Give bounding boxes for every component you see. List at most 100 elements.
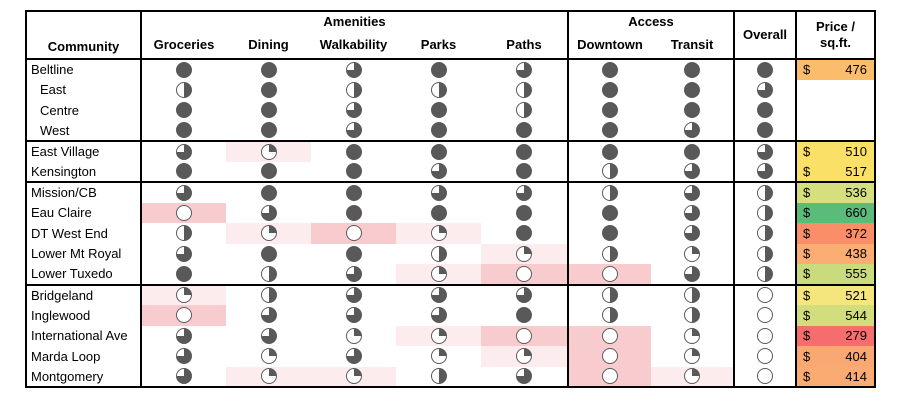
transit-score-cell <box>651 121 734 142</box>
harvey-ball-3-of-4-icon <box>176 348 192 365</box>
harvey-ball-1-of-4-icon <box>684 368 700 385</box>
groceries-score-cell <box>141 80 226 101</box>
harvey-ball-1-of-4-icon <box>430 348 447 365</box>
price-cell: $438 <box>795 243 875 264</box>
harvey-ball-4-of-4-icon <box>176 163 192 180</box>
harvey-ball-3-of-4-icon <box>516 368 532 385</box>
community-column-header: Community <box>26 11 142 60</box>
walkability-score-cell <box>311 203 396 224</box>
dining-score-cell <box>226 121 311 142</box>
harvey-ball-1-of-4-icon <box>684 245 700 262</box>
walkability-score-cell <box>311 80 396 101</box>
harvey-ball-2-of-4-icon <box>757 225 773 242</box>
dining-score-cell <box>226 181 311 203</box>
walkability-score-cell <box>311 264 396 285</box>
harvey-ball-0-of-4-icon <box>516 265 532 282</box>
dining-score-cell <box>226 244 311 265</box>
currency-symbol: $ <box>803 246 811 262</box>
harvey-ball-4-of-4-icon <box>684 102 700 119</box>
harvey-ball-2-of-4-icon <box>260 287 277 304</box>
community-name: Kensington <box>26 161 142 182</box>
harvey-ball-1-of-4-icon <box>260 143 277 160</box>
harvey-ball-4-of-4-icon <box>345 163 362 180</box>
walkability-score-cell <box>311 326 396 347</box>
harvey-ball-3-of-4-icon <box>176 143 192 160</box>
harvey-ball-1-of-4-icon <box>430 327 447 344</box>
overall-score-cell <box>733 283 796 305</box>
community-name: Marda Loop <box>26 346 142 367</box>
currency-symbol: $ <box>803 163 811 179</box>
harvey-ball-3-of-4-icon <box>345 122 362 139</box>
harvey-ball-2-of-4-icon <box>430 368 447 385</box>
dining-score-cell <box>226 80 311 101</box>
harvey-ball-4-of-4-icon <box>345 143 362 160</box>
downtown-score-cell <box>567 305 651 326</box>
harvey-ball-3-of-4-icon <box>684 163 700 180</box>
paths-score-cell <box>481 203 568 224</box>
price-cell <box>795 120 875 141</box>
currency-symbol: $ <box>803 328 811 344</box>
transit-score-cell <box>651 366 734 387</box>
downtown-score-cell <box>567 264 651 285</box>
harvey-ball-0-of-4-icon <box>757 287 773 304</box>
parks-score-cell <box>396 305 481 326</box>
community-name: East Village <box>26 140 142 162</box>
dining-score-cell <box>226 100 311 121</box>
downtown-score-cell <box>567 243 651 264</box>
price-value: 660 <box>845 205 867 221</box>
table-row: West <box>26 120 875 142</box>
harvey-ball-2-of-4-icon <box>757 245 773 262</box>
price-value: 414 <box>845 368 867 384</box>
harvey-ball-4-of-4-icon <box>602 102 618 119</box>
harvey-ball-4-of-4-icon <box>430 143 447 160</box>
harvey-ball-4-of-4-icon <box>602 143 618 160</box>
community-name: DT West End <box>26 223 142 244</box>
paths-score-cell <box>481 346 568 367</box>
dining-score-cell <box>226 326 311 347</box>
harvey-ball-0-of-4-icon <box>602 327 618 344</box>
community-name: Centre <box>26 100 142 121</box>
walkability-score-cell <box>311 58 396 80</box>
harvey-ball-4-of-4-icon <box>430 204 447 221</box>
overall-score-cell <box>733 202 796 223</box>
price-cell: $404 <box>795 346 875 367</box>
transit-score-cell <box>651 244 734 265</box>
harvey-ball-2-of-4-icon <box>602 163 618 180</box>
harvey-ball-3-of-4-icon <box>345 265 362 282</box>
harvey-ball-4-of-4-icon <box>757 122 773 139</box>
harvey-ball-4-of-4-icon <box>602 204 618 221</box>
harvey-ball-2-of-4-icon <box>757 184 773 201</box>
table-row: Marda Loop $404 <box>26 346 875 367</box>
community-name: Lower Mt Royal <box>26 243 142 264</box>
harvey-ball-4-of-4-icon <box>345 204 362 221</box>
harvey-ball-1-of-4-icon <box>684 348 700 365</box>
harvey-ball-3-of-4-icon <box>345 102 362 119</box>
price-cell: $372 <box>795 223 875 244</box>
price-value: 476 <box>845 62 867 78</box>
groceries-score-cell <box>141 162 226 183</box>
paths-score-cell <box>481 264 568 285</box>
harvey-ball-3-of-4-icon <box>430 163 447 180</box>
overall-column-header: Overall <box>733 11 796 60</box>
table-row: Centre <box>26 100 875 121</box>
price-value: 279 <box>845 328 867 344</box>
harvey-ball-4-of-4-icon <box>430 122 447 139</box>
price-cell: $521 <box>795 283 875 305</box>
paths-score-cell <box>481 140 568 162</box>
harvey-ball-4-of-4-icon <box>260 163 277 180</box>
harvey-ball-4-of-4-icon <box>602 225 618 242</box>
transit-score-cell <box>651 140 734 162</box>
overall-score-cell <box>733 366 796 387</box>
harvey-ball-2-of-4-icon <box>602 307 618 324</box>
currency-symbol: $ <box>803 225 811 241</box>
community-name: Beltline <box>26 58 142 80</box>
paths-score-cell <box>481 223 568 244</box>
harvey-ball-0-of-4-icon <box>602 348 618 365</box>
harvey-ball-4-of-4-icon <box>345 245 362 262</box>
dining-score-cell <box>226 203 311 224</box>
dining-score-cell <box>226 264 311 285</box>
harvey-ball-3-of-4-icon <box>345 348 362 365</box>
harvey-ball-2-of-4-icon <box>684 307 700 324</box>
harvey-ball-3-of-4-icon <box>516 184 532 201</box>
price-column-header: Price / sq.ft. <box>795 11 875 60</box>
